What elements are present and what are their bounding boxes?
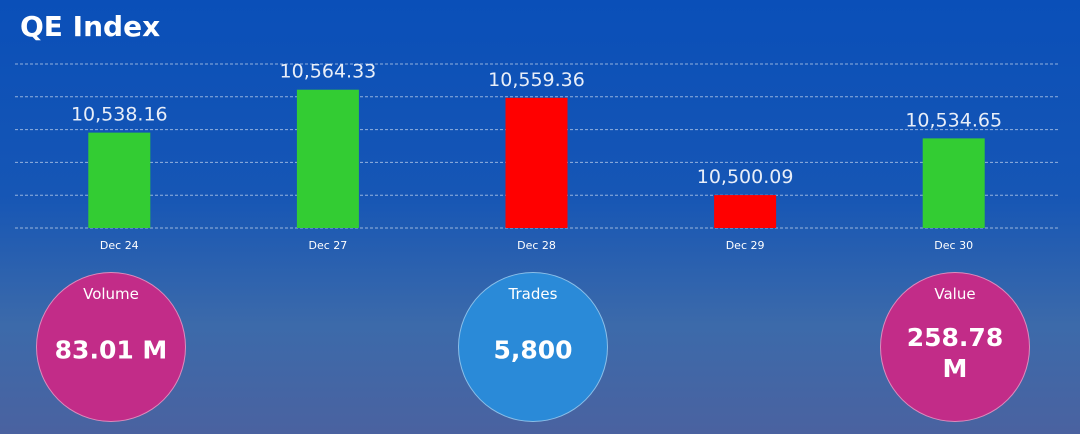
stat-circle: Value 258.78 M bbox=[880, 272, 1030, 422]
value-label: 10,500.09 bbox=[697, 166, 794, 188]
bar bbox=[714, 195, 777, 228]
stat-label: Trades bbox=[508, 285, 558, 303]
chart: QE Index 10,538.16 Dec 24 10,564.33 Dec 27 1… bbox=[20, 10, 1003, 252]
x-tick-label: Dec 24 bbox=[100, 239, 139, 252]
x-tick-label: Dec 27 bbox=[309, 239, 348, 252]
stat-value: 258.78 M bbox=[906, 323, 1004, 384]
x-tick-label: Dec 29 bbox=[726, 239, 765, 252]
bar bbox=[88, 132, 151, 228]
value-label: 10,538.16 bbox=[71, 104, 168, 126]
stat-label: Volume bbox=[83, 285, 139, 303]
x-tick-label: Dec 30 bbox=[934, 239, 973, 252]
bar bbox=[505, 97, 568, 228]
stat-circle: Trades 5,800 bbox=[458, 272, 608, 422]
stat-value: 83.01 M bbox=[54, 335, 168, 365]
value-label: 10,564.33 bbox=[280, 61, 377, 83]
bar bbox=[922, 138, 985, 228]
value-label: 10,559.36 bbox=[488, 69, 585, 91]
chart-title: QE Index bbox=[20, 10, 160, 43]
stat-label: Value bbox=[934, 285, 976, 303]
stat-circle: Volume 83.01 M bbox=[36, 272, 186, 422]
stat-value: 5,800 bbox=[493, 335, 573, 365]
value-label: 10,534.65 bbox=[905, 109, 1002, 131]
x-tick-label: Dec 28 bbox=[517, 239, 556, 252]
bar bbox=[296, 89, 359, 229]
